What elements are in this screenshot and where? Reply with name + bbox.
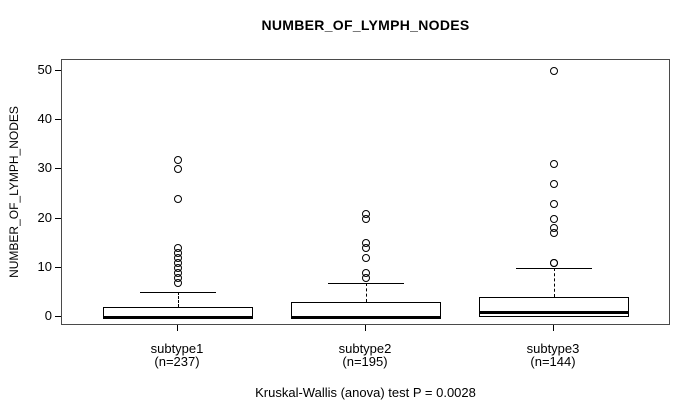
outlier-point bbox=[362, 209, 370, 218]
group-name-label: subtype2 bbox=[338, 341, 392, 356]
y-axis-tick-label: 30 bbox=[37, 160, 52, 176]
plot-area bbox=[61, 59, 670, 325]
outlier-point bbox=[174, 155, 182, 164]
group-count-label: (n=195) bbox=[342, 354, 388, 369]
whisker-line bbox=[554, 267, 555, 298]
y-axis-tick-label: 50 bbox=[37, 62, 52, 77]
median-line bbox=[103, 315, 253, 319]
outlier-point bbox=[174, 244, 182, 253]
y-axis-tick-label: 40 bbox=[37, 111, 52, 127]
outlier-point bbox=[550, 258, 558, 267]
outlier-point bbox=[362, 253, 370, 262]
x-axis-tick bbox=[553, 325, 554, 331]
y-axis-tick bbox=[55, 168, 61, 170]
y-axis-tick-label: 20 bbox=[37, 209, 52, 225]
whisker-cap bbox=[516, 267, 592, 269]
median-line bbox=[291, 315, 441, 319]
x-axis-tick bbox=[365, 325, 366, 331]
y-axis-title: NUMBER_OF_LYMPH_NODES bbox=[7, 106, 21, 278]
group-count-label: (n=237) bbox=[154, 354, 200, 369]
outlier-point bbox=[174, 165, 182, 174]
x-axis-group-label: subtype2 (n=195) bbox=[285, 342, 445, 368]
group-name-label: subtype3 bbox=[526, 341, 580, 356]
outlier-point bbox=[362, 239, 370, 248]
chart-title: NUMBER_OF_LYMPH_NODES bbox=[261, 17, 470, 33]
y-axis-tick bbox=[55, 266, 61, 268]
median-line bbox=[479, 310, 629, 314]
y-axis-tick bbox=[55, 316, 61, 317]
whisker-line bbox=[366, 282, 367, 303]
outlier-point bbox=[550, 224, 558, 233]
x-axis-tick bbox=[177, 325, 178, 331]
x-axis-group-label: subtype3 (n=144) bbox=[473, 342, 633, 368]
y-axis-tick bbox=[55, 70, 61, 71]
group-name-label: subtype1 bbox=[150, 341, 204, 356]
boxplot-box-subtype3 bbox=[479, 297, 629, 317]
whisker-cap bbox=[140, 292, 216, 294]
whisker-line bbox=[178, 292, 179, 308]
outlier-point bbox=[550, 160, 558, 169]
stat-test-annotation: Kruskal-Wallis (anova) test P = 0.0028 bbox=[255, 385, 476, 400]
y-axis-tick bbox=[55, 119, 61, 121]
y-axis-tick bbox=[55, 217, 61, 219]
group-count-label: (n=144) bbox=[530, 354, 576, 369]
outlier-point bbox=[174, 194, 182, 203]
outlier-point bbox=[550, 199, 558, 208]
outlier-point bbox=[550, 214, 558, 223]
y-axis-tick-label: 10 bbox=[37, 258, 52, 274]
x-axis-group-label: subtype1 (n=237) bbox=[97, 342, 257, 368]
outlier-point bbox=[550, 180, 558, 189]
whisker-cap bbox=[328, 282, 404, 284]
outlier-point bbox=[550, 67, 558, 75]
outlier-point bbox=[362, 268, 370, 277]
y-axis-tick-label: 0 bbox=[44, 308, 52, 323]
